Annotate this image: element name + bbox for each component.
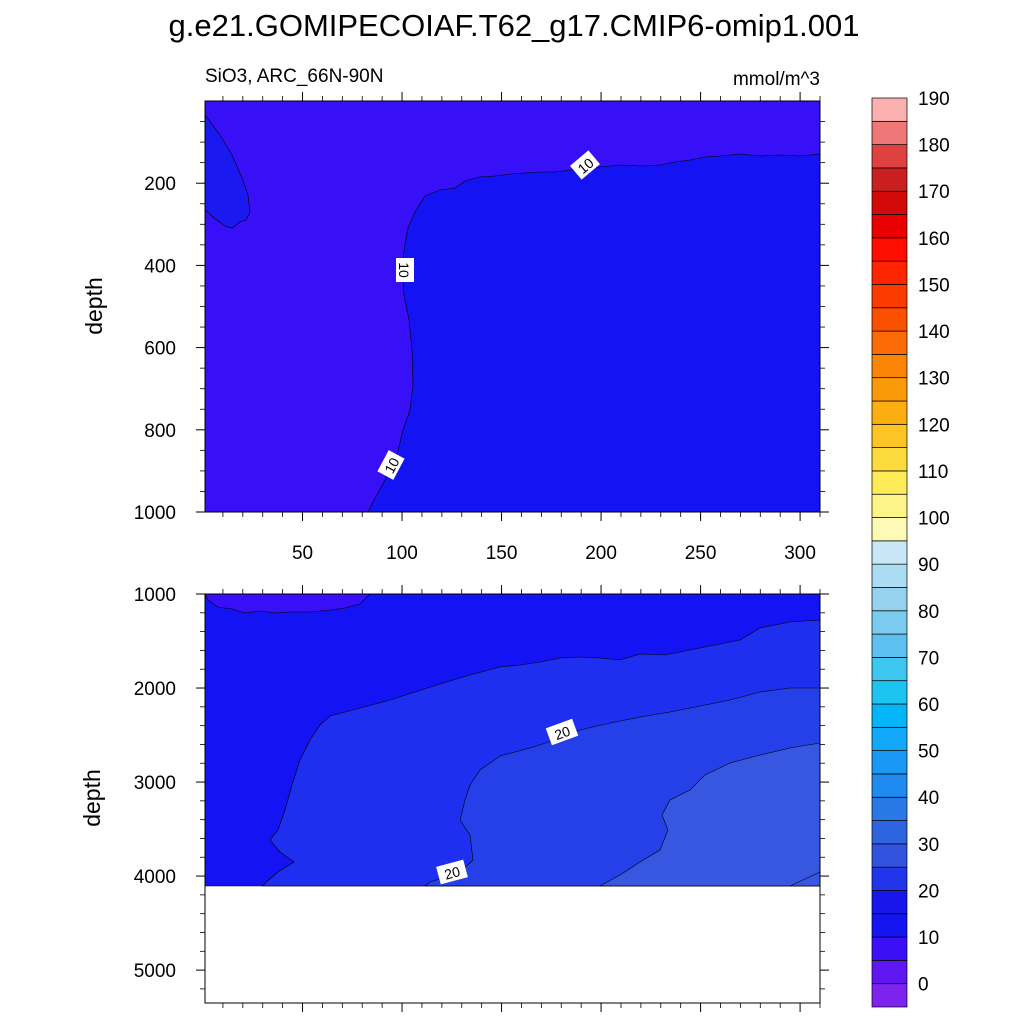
colorbar-label: 10 (918, 928, 939, 949)
upper-ylabel: depth (81, 277, 107, 335)
colorbar-label: 70 (918, 648, 939, 669)
chart-subtitle-left: SiO3, ARC_66N-90N (205, 66, 383, 87)
colorbar-swatch (871, 167, 908, 192)
colorbar-label: 180 (918, 136, 950, 157)
colorbar-swatch (871, 144, 908, 169)
colorbar-swatch (871, 447, 908, 472)
lower-ytick-label: 1000 (134, 585, 176, 606)
colorbar-label: 30 (918, 835, 939, 856)
colorbar-swatch (871, 750, 908, 775)
colorbar-label: 90 (918, 555, 939, 576)
chart-units: mmol/m^3 (733, 69, 820, 90)
colorbar-swatch (871, 703, 908, 728)
colorbar-swatch (871, 680, 908, 705)
upper-xtick-label: 100 (386, 543, 418, 564)
lower-ytick-label: 5000 (134, 961, 176, 982)
colorbar-label: 80 (918, 602, 939, 623)
colorbar-swatch (871, 307, 908, 332)
colorbar-swatch (871, 983, 908, 1008)
upper-xtick-label: 250 (685, 543, 717, 564)
lower-ytick-label: 4000 (134, 867, 176, 888)
colorbar-swatch (871, 796, 908, 821)
svg-text:10: 10 (381, 455, 403, 476)
colorbar-swatch (871, 120, 908, 145)
upper-contour-label-3: 10 (377, 450, 405, 480)
colorbar-label: 100 (918, 509, 950, 530)
colorbar-swatch (871, 936, 908, 961)
colorbar-label: 160 (918, 229, 950, 250)
colorbar-swatch (871, 330, 908, 355)
colorbar-label: 50 (918, 742, 939, 763)
colorbar-swatch (871, 587, 908, 612)
colorbar-swatch (871, 284, 908, 309)
colorbar-swatch (871, 423, 908, 448)
colorbar-swatch (871, 400, 908, 425)
colorbar-swatch (871, 540, 908, 565)
upper-region-10-20 (367, 153, 821, 513)
colorbar-swatch (871, 493, 908, 518)
svg-text:20: 20 (443, 863, 462, 883)
upper-pocket (204, 114, 251, 229)
colorbar-swatch (871, 913, 908, 938)
colorbar-label: 110 (918, 462, 948, 483)
colorbar-swatch (871, 214, 908, 239)
colorbar-swatch (871, 843, 908, 868)
colorbar-label: 120 (918, 415, 950, 436)
colorbar-swatch (871, 866, 908, 891)
colorbar-label: 140 (918, 322, 950, 343)
colorbar-label: 190 (918, 89, 950, 110)
colorbar-swatch (871, 354, 908, 379)
colorbar-swatch (871, 237, 908, 262)
upper-ytick-label: 1000 (134, 503, 176, 524)
lower-panel: 20 20 depth 1000 2000 3000 4000 5000 (79, 585, 829, 1012)
colorbar-swatch (871, 563, 908, 588)
lower-ytick-label: 2000 (134, 679, 176, 700)
upper-ytick-label: 600 (144, 339, 176, 360)
upper-xtick-label: 300 (784, 543, 816, 564)
lower-ylabel: depth (79, 769, 105, 827)
colorbar-label: 20 (918, 881, 939, 902)
upper-contour-label-1: 10 (570, 150, 600, 180)
colorbar: 0 10 20 30 40 50 60 70 80 90 100 110 120 130 140 150 160… (871, 89, 950, 1008)
upper-contour-label-2: 10 (396, 258, 414, 282)
colorbar-swatch (871, 890, 908, 915)
lower-top-pocket (204, 593, 371, 614)
upper-xtick-label: 50 (292, 543, 313, 564)
colorbar-label: 60 (918, 695, 939, 716)
upper-ytick-label: 800 (144, 421, 176, 442)
upper-xtick-label: 150 (486, 543, 518, 564)
lower-deep-contour (789, 871, 821, 887)
colorbar-swatch (871, 773, 908, 798)
lower-frame (204, 593, 821, 1004)
lower-contour-label-1: 20 (545, 718, 579, 746)
colorbar-label: 0 (918, 975, 929, 996)
colorbar-label: 130 (918, 369, 950, 390)
lower-region-30-35 (599, 742, 821, 887)
colorbar-swatch (871, 960, 908, 985)
colorbar-swatch (871, 97, 908, 122)
colorbar-swatch (871, 190, 908, 215)
colorbar-swatch (871, 657, 908, 682)
colorbar-swatch (871, 517, 908, 542)
svg-text:10: 10 (396, 262, 412, 278)
colorbar-swatch (871, 260, 908, 285)
upper-ytick-label: 200 (144, 174, 176, 195)
lower-contour-label-2: 20 (436, 859, 468, 885)
chart-title: g.e21.GOMIPECOIAF.T62_g17.CMIP6-omip1.00… (169, 8, 860, 43)
upper-panel: 10 10 10 depth 200 400 600 800 1000 50 100 150 2… (81, 92, 829, 564)
upper-ytick-label: 400 (144, 256, 176, 277)
svg-text:20: 20 (552, 723, 572, 743)
upper-xtick-label: 200 (585, 543, 617, 564)
colorbar-swatch (871, 820, 908, 845)
colorbar-swatch (871, 610, 908, 635)
colorbar-swatch (871, 633, 908, 658)
colorbar-swatch (871, 377, 908, 402)
colorbar-label: 150 (918, 275, 950, 296)
lower-ytick-label: 3000 (134, 773, 176, 794)
colorbar-label: 170 (918, 182, 950, 203)
colorbar-label: 40 (918, 788, 939, 809)
colorbar-swatch (871, 726, 908, 751)
colorbar-swatch (871, 470, 908, 495)
